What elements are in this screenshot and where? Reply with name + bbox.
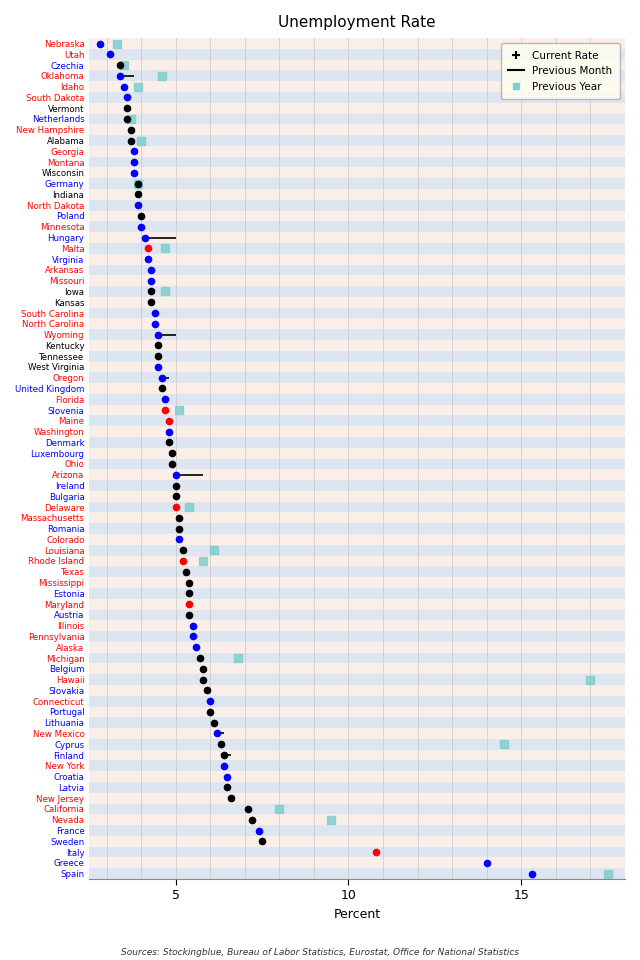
Bar <box>89 179 625 189</box>
Bar <box>89 674 625 685</box>
Bar <box>89 814 625 826</box>
Bar <box>89 469 625 480</box>
Bar <box>89 760 625 771</box>
Text: Sources: Stockingblue, Bureau of Labor Statistics, Eurostat, Office for National: Sources: Stockingblue, Bureau of Labor S… <box>121 948 519 957</box>
Bar <box>89 383 625 394</box>
Bar <box>89 167 625 179</box>
Bar <box>89 793 625 804</box>
Bar <box>89 92 625 103</box>
Bar <box>89 82 625 92</box>
Bar <box>89 49 625 60</box>
Bar <box>89 60 625 70</box>
Bar <box>89 782 625 793</box>
Bar <box>89 642 625 653</box>
Bar <box>89 189 625 200</box>
Bar <box>89 534 625 545</box>
Bar <box>89 243 625 253</box>
Bar <box>89 707 625 717</box>
Bar <box>89 804 625 814</box>
X-axis label: Percent: Percent <box>333 908 381 921</box>
Bar <box>89 156 625 167</box>
Bar <box>89 610 625 620</box>
Bar <box>89 739 625 750</box>
Bar <box>89 405 625 416</box>
Bar <box>89 146 625 156</box>
Bar <box>89 868 625 879</box>
Bar <box>89 329 625 340</box>
Bar <box>89 847 625 857</box>
Bar <box>89 728 625 739</box>
Bar <box>89 545 625 556</box>
Bar <box>89 135 625 146</box>
Bar <box>89 265 625 276</box>
Bar <box>89 307 625 319</box>
Bar <box>89 447 625 459</box>
Bar <box>89 523 625 534</box>
Bar <box>89 350 625 362</box>
Bar <box>89 771 625 782</box>
Bar <box>89 513 625 523</box>
Bar <box>89 480 625 491</box>
Bar <box>89 685 625 696</box>
Bar <box>89 437 625 447</box>
Bar <box>89 38 625 49</box>
Bar <box>89 394 625 405</box>
Bar <box>89 491 625 502</box>
Bar <box>89 210 625 222</box>
Bar <box>89 372 625 383</box>
Bar <box>89 696 625 707</box>
Bar <box>89 232 625 243</box>
Bar <box>89 286 625 297</box>
Bar <box>89 826 625 836</box>
Bar <box>89 200 625 210</box>
Title: Unemployment Rate: Unemployment Rate <box>278 15 436 30</box>
Bar <box>89 362 625 372</box>
Bar <box>89 103 625 113</box>
Bar <box>89 276 625 286</box>
Bar <box>89 556 625 566</box>
Bar <box>89 566 625 577</box>
Bar <box>89 653 625 663</box>
Bar <box>89 70 625 82</box>
Bar <box>89 222 625 232</box>
Bar <box>89 717 625 728</box>
Bar <box>89 588 625 599</box>
Bar <box>89 319 625 329</box>
Bar <box>89 113 625 125</box>
Bar <box>89 253 625 265</box>
Bar <box>89 631 625 642</box>
Bar <box>89 663 625 674</box>
Bar <box>89 125 625 135</box>
Bar <box>89 836 625 847</box>
Bar <box>89 426 625 437</box>
Bar <box>89 620 625 631</box>
Bar <box>89 750 625 760</box>
Bar <box>89 577 625 588</box>
Bar <box>89 297 625 307</box>
Bar <box>89 599 625 610</box>
Bar <box>89 459 625 469</box>
Legend: Current Rate, Previous Month, Previous Year: Current Rate, Previous Month, Previous Y… <box>501 43 620 99</box>
Bar <box>89 416 625 426</box>
Bar <box>89 502 625 513</box>
Bar <box>89 857 625 868</box>
Bar <box>89 340 625 350</box>
